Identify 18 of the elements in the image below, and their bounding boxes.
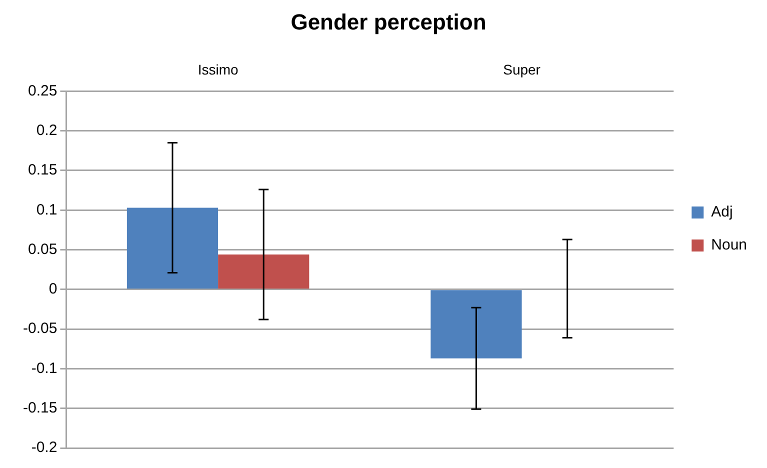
- bar: [126, 208, 218, 289]
- y-tick-label: -0.2: [31, 439, 58, 456]
- legend-label: Adj: [711, 204, 733, 221]
- y-tick-label: 0: [48, 280, 58, 298]
- bar: [430, 290, 522, 358]
- y-tick-label: 0.2: [36, 122, 58, 139]
- chart-title: Gender perception: [290, 9, 486, 34]
- y-tick-label: 0.15: [28, 162, 58, 179]
- y-tick-label: -0.05: [22, 320, 58, 338]
- y-tick-label: -0.1: [31, 360, 58, 377]
- y-tick-label: 0.25: [28, 82, 58, 100]
- legend-label: Noun: [711, 236, 747, 254]
- y-tick-label: 0.1: [36, 201, 58, 218]
- y-tick-label: -0.15: [22, 399, 58, 416]
- x-tick-label: Issimo: [198, 62, 238, 78]
- bar: [218, 254, 310, 289]
- y-tick-label: 0.05: [28, 240, 58, 258]
- x-tick-label: Super: [503, 62, 541, 78]
